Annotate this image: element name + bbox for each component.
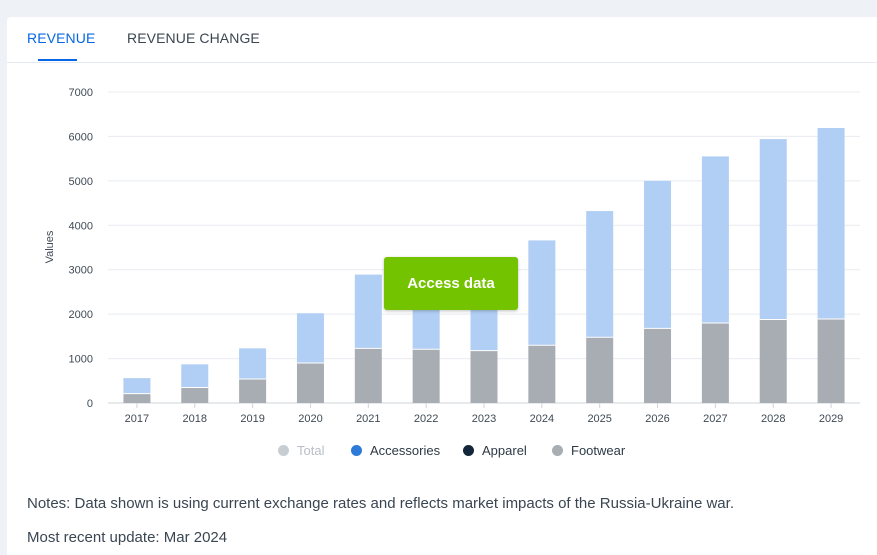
x-tick-label: 2028 <box>761 413 785 425</box>
legend-item-apparel[interactable]: Apparel <box>463 443 527 458</box>
y-tick-label: 5000 <box>69 176 93 188</box>
y-tick-label: 6000 <box>69 131 93 143</box>
legend-label-accessories: Accessories <box>370 443 441 458</box>
legend-dot-apparel <box>463 445 474 456</box>
bar-footwear <box>123 393 151 403</box>
tab-revenue[interactable]: REVENUE <box>27 30 96 46</box>
x-tick-label: 2019 <box>240 413 264 425</box>
x-tick-label: 2029 <box>819 413 843 425</box>
bar-accessories <box>239 348 267 380</box>
bar-accessories <box>701 156 729 324</box>
y-tick-label: 0 <box>87 398 93 410</box>
bar-footwear <box>354 348 382 403</box>
bar-accessories <box>759 139 787 320</box>
y-tick-label: 2000 <box>69 309 93 321</box>
bar-accessories <box>528 240 556 346</box>
x-tick-label: 2020 <box>298 413 322 425</box>
legend-label-total: Total <box>297 443 325 458</box>
statistic-card: REVENUE REVENUE CHANGE 0 1000 2000 3000 4000… <box>7 17 877 555</box>
bar-accessories <box>296 313 324 364</box>
tab-revenue-change[interactable]: REVENUE CHANGE <box>127 30 260 46</box>
bar-accessories <box>817 127 845 320</box>
bar-accessories <box>123 378 151 394</box>
most-recent-update: Most recent update: Mar 2024 <box>27 529 228 546</box>
tab-bar: REVENUE REVENUE CHANGE <box>7 17 877 63</box>
chart-legend: Total Accessories Apparel Footwear <box>7 443 877 461</box>
y-tick-label: 4000 <box>69 220 93 232</box>
x-tick-label: 2017 <box>125 413 149 425</box>
active-tab-indicator <box>38 59 77 61</box>
legend-item-accessories[interactable]: Accessories <box>351 443 440 458</box>
x-tick-label: 2018 <box>183 413 207 425</box>
legend-item-total[interactable]: Total <box>278 443 324 458</box>
y-tick-label: 7000 <box>69 87 93 99</box>
bar-footwear <box>817 319 845 403</box>
access-data-button[interactable]: Access data <box>384 257 518 310</box>
legend-dot-accessories <box>351 445 362 456</box>
bar-footwear <box>296 363 324 403</box>
chart-notes: Notes: Data shown is using current excha… <box>27 495 734 512</box>
x-tick-label: 2021 <box>356 413 380 425</box>
bar-footwear <box>239 379 267 403</box>
legend-label-apparel: Apparel <box>482 443 527 458</box>
bar-accessories <box>354 274 382 349</box>
x-tick-label: 2027 <box>703 413 727 425</box>
bar-footwear <box>528 345 556 403</box>
bar-footwear <box>759 319 787 403</box>
bar-footwear <box>586 337 614 403</box>
stacked-bar-chart: 0 1000 2000 3000 4000 5000 6000 7000 Values 2017 2… <box>44 87 860 425</box>
bar-accessories <box>644 180 672 329</box>
x-tick-label: 2024 <box>530 413 554 425</box>
x-tick-label: 2023 <box>472 413 496 425</box>
bar-footwear <box>701 323 729 403</box>
legend-item-footwear[interactable]: Footwear <box>552 443 625 458</box>
legend-dot-total <box>278 445 289 456</box>
bar-footwear <box>644 328 672 403</box>
bar-accessories <box>586 211 614 338</box>
y-axis-label: Values <box>44 230 56 263</box>
bar-footwear <box>470 350 498 403</box>
bar-accessories <box>181 364 209 388</box>
y-tick-label: 3000 <box>69 265 93 277</box>
x-tick-label: 2025 <box>587 413 611 425</box>
y-tick-label: 1000 <box>69 354 93 366</box>
legend-dot-footwear <box>552 445 563 456</box>
x-tick-label: 2026 <box>645 413 669 425</box>
bar-footwear <box>181 387 209 403</box>
legend-label-footwear: Footwear <box>571 443 626 458</box>
x-tick-label: 2022 <box>414 413 438 425</box>
bar-footwear <box>412 349 440 403</box>
